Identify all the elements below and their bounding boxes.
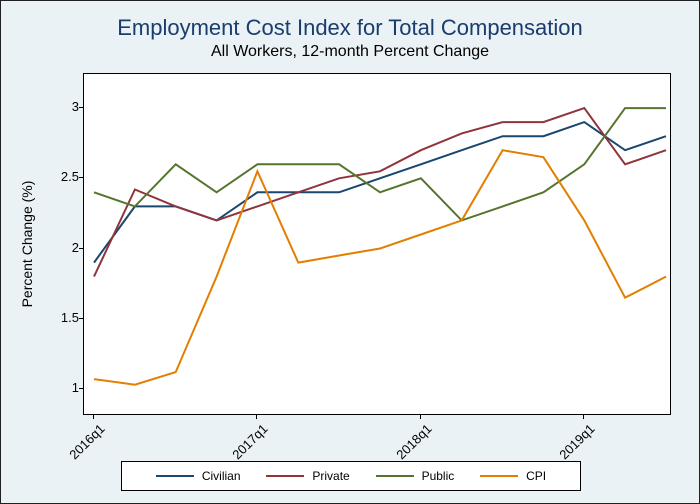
legend-item-cpi: CPI [480, 469, 546, 483]
legend-label: Private [312, 469, 349, 483]
legend-label: CPI [526, 469, 546, 483]
y-tick-label: 1.5 [1, 310, 79, 325]
y-tick-mark [79, 177, 83, 178]
legend: Civilian Private Public CPI [121, 461, 581, 491]
y-tick-mark [79, 248, 83, 249]
chart-subtitle: All Workers, 12-month Percent Change [1, 43, 699, 61]
y-tick-mark [79, 107, 83, 108]
legend-item-civilian: Civilian [156, 469, 241, 483]
plot-area [83, 73, 671, 415]
x-tick-label: 2016q1 [59, 421, 108, 470]
legend-swatch-private [266, 475, 304, 477]
legend-swatch-civilian [156, 475, 194, 477]
legend-label: Public [422, 469, 455, 483]
y-tick-label: 2 [1, 240, 79, 255]
legend-item-public: Public [376, 469, 455, 483]
series-line-public [94, 108, 666, 220]
chart-title: Employment Cost Index for Total Compensa… [1, 15, 699, 41]
series-line-cpi [94, 150, 666, 385]
y-tick-mark [79, 318, 83, 319]
y-tick-label: 1 [1, 380, 79, 395]
x-tick-mark [420, 415, 421, 419]
x-tick-mark [583, 415, 584, 419]
legend-label: Civilian [202, 469, 241, 483]
x-tick-mark [256, 415, 257, 419]
legend-swatch-public [376, 475, 414, 477]
x-tick-mark [93, 415, 94, 419]
y-tick-label: 2.5 [1, 169, 79, 184]
y-tick-mark [79, 388, 83, 389]
plot-svg [84, 74, 672, 416]
y-tick-label: 3 [1, 99, 79, 114]
legend-item-private: Private [266, 469, 349, 483]
legend-swatch-cpi [480, 475, 518, 477]
